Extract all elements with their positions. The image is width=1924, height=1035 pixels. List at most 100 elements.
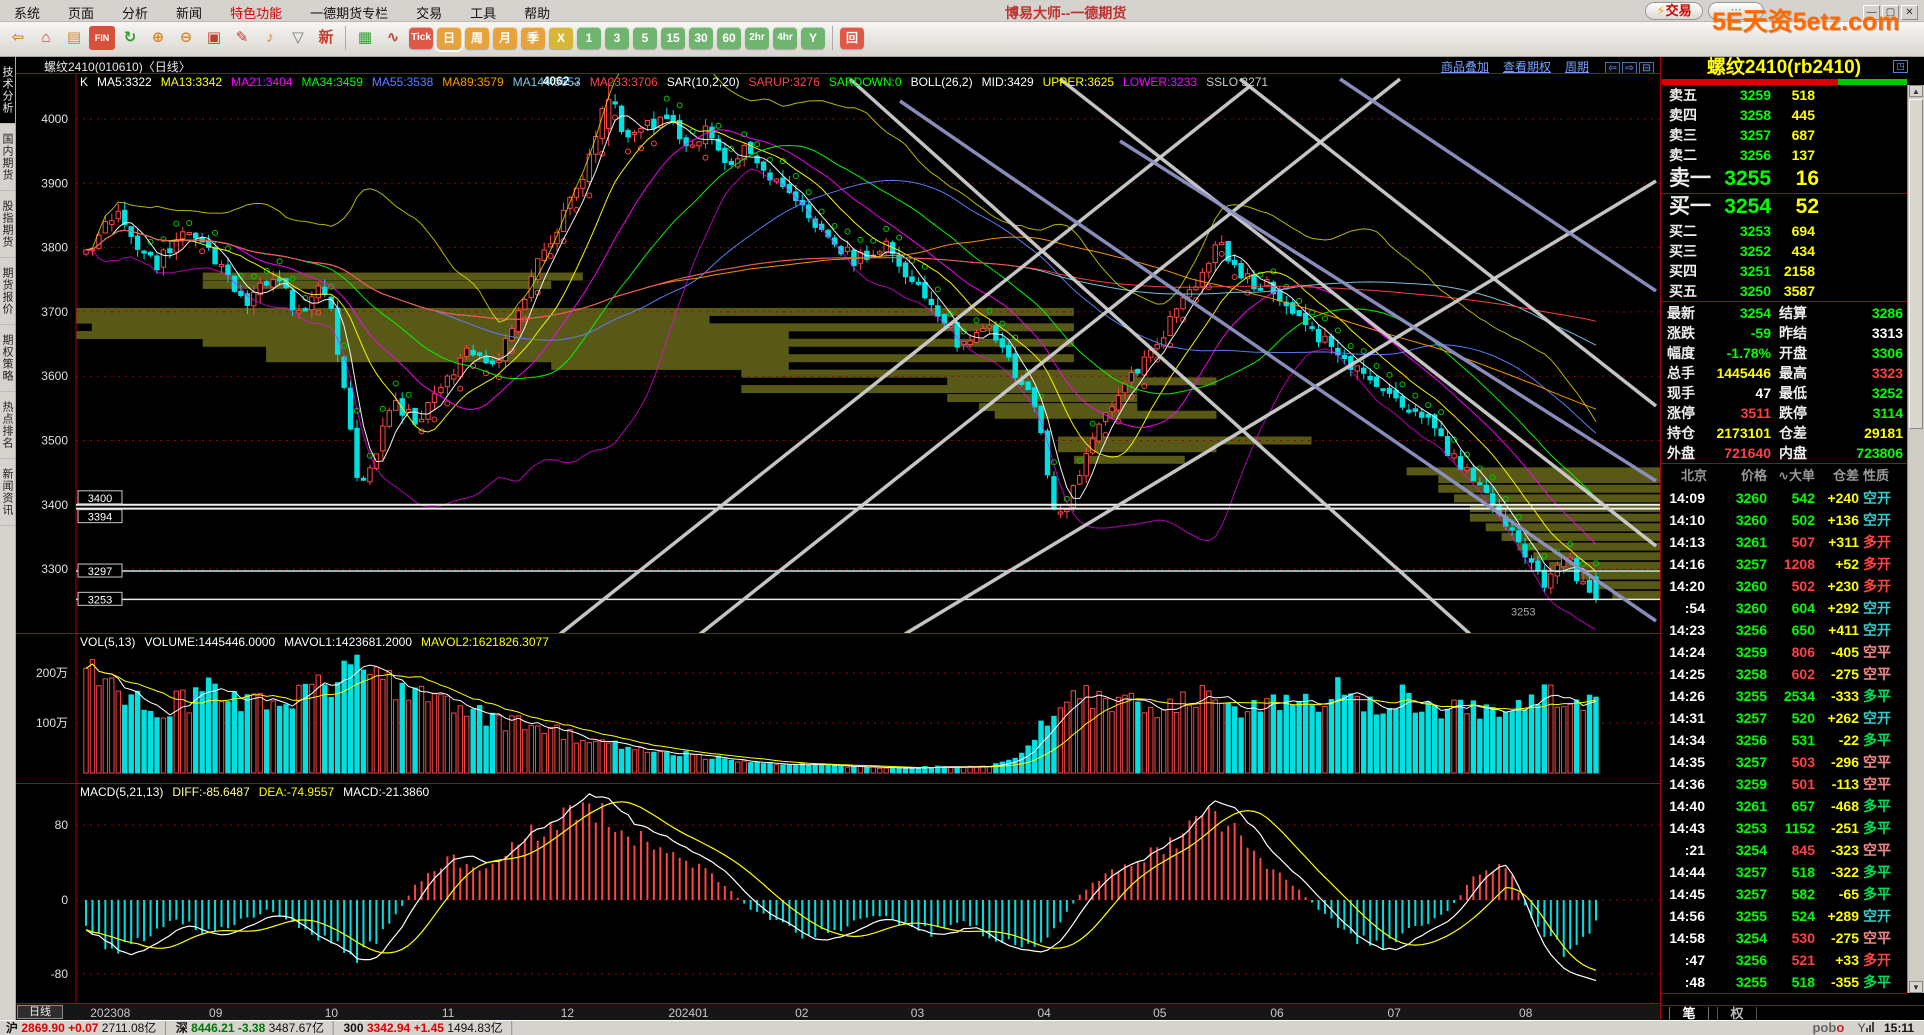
period-button-60[interactable]: 60 (717, 27, 741, 49)
trade-row[interactable]: 14:10 3260 502 +136 空开 (1669, 512, 1891, 528)
volume-pane[interactable]: VOL(5,13) VOLUME:1445446.0000 MAVOL1:14236… (16, 633, 1660, 783)
trade-row[interactable]: 14:20 3260 502 +230 多开 (1669, 578, 1891, 594)
scroll-down-icon[interactable]: ▼ (1909, 981, 1923, 993)
back-icon[interactable]: ⇦ (11, 29, 25, 46)
link-周期[interactable]: 周期 (1564, 60, 1589, 74)
trade-row[interactable]: :48 3255 518 -355 多平 (1684, 974, 1891, 990)
refresh-icon[interactable]: ↻ (123, 29, 137, 46)
zoom-out-icon[interactable]: ⊖ (179, 29, 193, 46)
bid-row[interactable]: 买一 3254 52 (1669, 195, 1819, 218)
scrollbar[interactable]: ▲ ▼ (1907, 85, 1924, 993)
trade-row[interactable]: 14:24 3259 806 -405 空平 (1669, 644, 1891, 660)
scroll-up-icon[interactable]: ▲ (1909, 85, 1923, 97)
trade-button[interactable]: ⚡交易 (1645, 2, 1703, 20)
candlestick-pane[interactable]: K MA5:3322 MA13:3342 MA21:3404 MA34:3459 MA55… (16, 73, 1660, 633)
news-page-icon[interactable]: ▤ (66, 29, 82, 46)
sidebar-item-技术分析[interactable]: 技术分析 (0, 57, 15, 124)
quote-tab-权[interactable]: 权 (1717, 1007, 1757, 1021)
trade-row[interactable]: 14:43 3253 1152 -251 多平 (1669, 820, 1891, 836)
period-button-2hr[interactable]: 2hr (745, 27, 769, 49)
menu-item-页面[interactable]: 页面 (68, 6, 95, 21)
period-button-Y[interactable]: Y (801, 27, 825, 49)
ask-row[interactable]: 卖一 3255 16 (1669, 167, 1819, 190)
new-icon[interactable]: 新 (318, 29, 334, 46)
period-button-1[interactable]: 1 (577, 27, 601, 49)
board-icon[interactable]: 回 (840, 27, 864, 49)
macd-pane[interactable]: MACD(5,21,13) DIFF:-85.6487 DEA:-74.9557 MA… (16, 783, 1660, 1003)
message-button[interactable]: ⋯ (1708, 2, 1764, 20)
period-button-日[interactable]: 日 (434, 24, 464, 52)
bid-row[interactable]: 买三 3252 434 (1669, 243, 1815, 259)
period-button-月[interactable]: 月 (493, 27, 517, 49)
period-button-3[interactable]: 3 (605, 27, 629, 49)
macd-chart[interactable]: 80 0 -80 (16, 784, 1660, 1003)
sidebar-item-新闻资讯[interactable]: 新闻资讯 (0, 459, 15, 526)
draw-icon[interactable]: ✎ (235, 29, 249, 46)
trade-row[interactable]: :21 3254 845 -323 空平 (1684, 842, 1891, 858)
trade-row[interactable]: 14:56 3255 524 +289 空开 (1669, 908, 1891, 924)
minimize-button[interactable]: — (1863, 5, 1880, 20)
sidebar-item-国内期货[interactable]: 国内期货 (0, 124, 15, 191)
ask-row[interactable]: 卖五 3259 518 (1669, 87, 1815, 103)
trade-row[interactable]: 14:44 3257 518 -322 多平 (1669, 864, 1891, 880)
period-button-15[interactable]: 15 (661, 27, 685, 49)
bid-row[interactable]: 买四 3251 2158 (1669, 263, 1815, 279)
sidebar-item-期权策略[interactable]: 期权策略 (0, 325, 15, 392)
trade-row[interactable]: 14:34 3256 531 -22 多平 (1669, 732, 1891, 748)
ask-row[interactable]: 卖二 3256 137 (1669, 147, 1815, 163)
menu-item-特色功能[interactable]: 特色功能 (230, 6, 283, 21)
trade-row[interactable]: 14:35 3257 503 -296 空平 (1669, 754, 1891, 770)
menu-item-系统[interactable]: 系统 (14, 6, 41, 21)
period-button-Tick[interactable]: Tick (409, 27, 433, 49)
trade-row[interactable]: 14:58 3254 530 -275 空平 (1669, 930, 1891, 946)
period-button-30[interactable]: 30 (689, 27, 713, 49)
trade-row[interactable]: 14:23 3256 650 +411 空开 (1669, 622, 1891, 638)
menu-item-新闻[interactable]: 新闻 (176, 6, 203, 21)
period-button-4hr[interactable]: 4hr (773, 27, 797, 49)
scrollbar-thumb[interactable] (1909, 99, 1923, 429)
trade-row[interactable]: 14:13 3261 507 +311 多开 (1669, 534, 1891, 550)
overlay-icon[interactable]: ▣ (206, 29, 222, 46)
trade-row[interactable]: :54 3260 604 +292 空开 (1684, 600, 1891, 616)
trade-row[interactable]: 14:09 3260 542 +240 空开 (1669, 490, 1891, 506)
trade-row[interactable]: :47 3256 521 +33 多开 (1684, 952, 1891, 968)
link-查看期权[interactable]: 查看期权 (1502, 60, 1551, 74)
ask-row[interactable]: 卖三 3257 687 (1669, 127, 1815, 143)
ask-row[interactable]: 卖四 3258 445 (1669, 107, 1815, 123)
trade-row[interactable]: 14:45 3257 582 -65 多平 (1669, 886, 1891, 902)
filter-icon[interactable]: ▽ (292, 29, 304, 46)
period-button-季[interactable]: 季 (521, 27, 545, 49)
trade-row[interactable]: 14:31 3257 520 +262 空开 (1669, 710, 1891, 726)
sidebar-item-期货报价[interactable]: 期货报价 (0, 258, 15, 325)
bid-row[interactable]: 买二 3253 694 (1669, 223, 1815, 239)
link-商品叠加[interactable]: 商品叠加 (1440, 60, 1489, 74)
popout-icon[interactable]: ◳ (1893, 60, 1908, 73)
period-label[interactable]: 日线 (17, 1005, 63, 1019)
kline-icon[interactable]: ∿ (386, 29, 400, 46)
menu-item-一德期货专栏[interactable]: 一德期货专栏 (310, 6, 389, 21)
menu-item-工具[interactable]: 工具 (470, 6, 497, 21)
sidebar-item-股指期货[interactable]: 股指期货 (0, 191, 15, 258)
quote-table-icon[interactable]: ▦ (357, 29, 373, 46)
quote-tab-笔[interactable]: 笔 (1669, 1007, 1709, 1021)
zoom-in-icon[interactable]: ⊕ (151, 29, 165, 46)
alarm-icon[interactable]: ♪ (266, 29, 274, 46)
chart-tab[interactable]: 螺纹2410(010610)〈日线〉 (44, 60, 191, 74)
period-button-X[interactable]: X (549, 27, 573, 49)
menu-item-分析[interactable]: 分析 (122, 6, 149, 21)
menu-item-交易[interactable]: 交易 (416, 6, 443, 21)
bid-row[interactable]: 买五 3250 3587 (1669, 283, 1815, 299)
candlestick-chart[interactable]: 4000 3900 3800 3700 3600 3500 3400 3300 3400 3394… (16, 74, 1660, 633)
sidebar-item-热点排名[interactable]: 热点排名 (0, 392, 15, 459)
maximize-button[interactable]: ▢ (1882, 5, 1899, 20)
close-button[interactable]: ✕ (1901, 5, 1918, 20)
home-icon[interactable]: ⌂ (41, 29, 51, 46)
menu-item-帮助[interactable]: 帮助 (524, 6, 551, 21)
trade-row[interactable]: 14:25 3258 602 -275 空平 (1669, 666, 1891, 682)
trade-row[interactable]: 14:36 3259 501 -113 空平 (1669, 776, 1891, 792)
period-button-5[interactable]: 5 (633, 27, 657, 49)
trade-row[interactable]: 14:40 3261 657 -468 多平 (1669, 798, 1891, 814)
trade-row[interactable]: 14:26 3255 2534 -333 多平 (1669, 688, 1891, 704)
period-button-周[interactable]: 周 (465, 27, 489, 49)
volume-chart[interactable]: 200万 100万 (16, 634, 1660, 783)
